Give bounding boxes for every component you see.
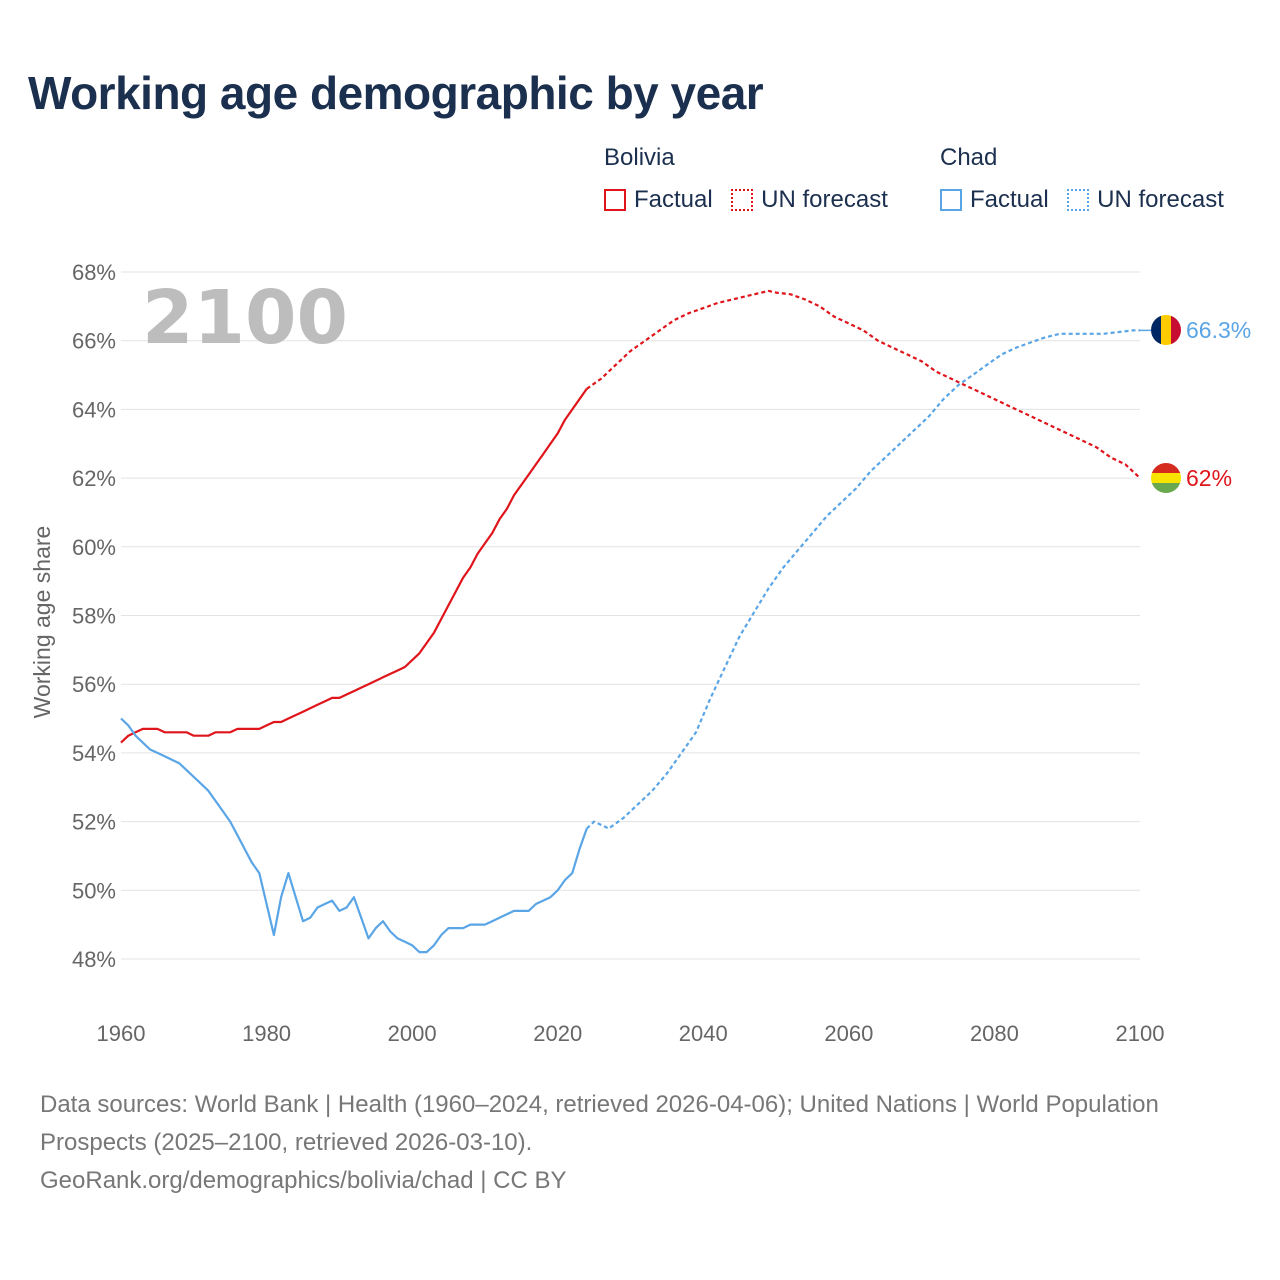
- y-tick-label: 60%: [72, 535, 116, 560]
- y-tick-label: 50%: [72, 878, 116, 903]
- y-tick-label: 62%: [72, 466, 116, 491]
- x-axis-ticks: 1960 1980 2000 2020 2040 2060 2080 2100: [97, 1021, 1165, 1046]
- legend-group-chad: Chad Factual UN forecast: [940, 144, 1238, 216]
- legend-swatch-dotted: [1067, 189, 1090, 211]
- legend-label: Factual: [634, 186, 713, 213]
- year-overlay: 2100: [142, 275, 348, 361]
- y-tick-label: 64%: [72, 397, 116, 422]
- x-tick-label: 1960: [97, 1021, 146, 1046]
- legend-group-label: Bolivia: [604, 144, 675, 171]
- line-chart: 48%50%52%54%56%58%60%62%64%66%68% 1960 19…: [29, 260, 1251, 1046]
- x-tick-label: 2020: [533, 1021, 582, 1046]
- credit-link[interactable]: GeoRank.org/demographics/bolivia/chad | …: [40, 1167, 567, 1194]
- legend-item-chad-forecast[interactable]: UN forecast: [1067, 186, 1224, 214]
- x-tick-label: 1980: [242, 1021, 291, 1046]
- y-axis-ticks: 48% 50% 52% 54% 56% 58% 60% 62% 64% 66% 68%: [72, 260, 116, 972]
- x-tick-label: 2060: [824, 1021, 873, 1046]
- legend-label: UN forecast: [1097, 186, 1224, 213]
- legend-item-chad-factual[interactable]: Factual: [940, 186, 1049, 214]
- y-tick-label: 56%: [72, 672, 116, 697]
- legend-group-bolivia: Bolivia Factual UN forecast: [604, 144, 902, 216]
- chart-title: Working age demographic by year: [28, 67, 764, 119]
- y-tick-label: 66%: [72, 329, 116, 354]
- y-tick-label: 54%: [72, 741, 116, 766]
- series-line-bolivia-factual[interactable]: [120, 388, 588, 744]
- bolivia-end-value: 62%: [1186, 465, 1232, 491]
- chad-flag-icon: [1151, 315, 1181, 345]
- legend-group-label: Chad: [940, 144, 998, 171]
- legend-label: Factual: [970, 186, 1049, 213]
- y-axis-label: Working age share: [29, 526, 55, 719]
- y-tick-label: 52%: [72, 810, 116, 835]
- y-tick-label: 48%: [72, 947, 116, 972]
- legend-swatch-dotted: [731, 189, 754, 211]
- grid-lines: [121, 271, 1140, 960]
- legend-swatch-solid: [604, 189, 626, 211]
- series-line-chad-factual[interactable]: [120, 717, 588, 954]
- x-tick-label: 2080: [970, 1021, 1019, 1046]
- series-line-chad-forecast[interactable]: [586, 329, 1140, 830]
- series-line-bolivia-forecast[interactable]: [586, 289, 1141, 479]
- y-tick-label: 58%: [72, 604, 116, 629]
- legend-item-bolivia-forecast[interactable]: UN forecast: [731, 186, 888, 214]
- x-tick-label: 2040: [679, 1021, 728, 1046]
- bolivia-flag-icon: [1151, 463, 1181, 493]
- y-tick-label: 68%: [72, 260, 116, 285]
- legend-item-bolivia-factual[interactable]: Factual: [604, 186, 713, 214]
- chad-end-value: 66.3%: [1186, 317, 1251, 343]
- x-tick-label: 2000: [388, 1021, 437, 1046]
- end-labels: 66.3% 62%: [1140, 315, 1251, 493]
- footer: Data sources: World Bank | Health (1960–…: [40, 1086, 1240, 1200]
- legend-label: UN forecast: [761, 186, 888, 213]
- data-sources-text: Data sources: World Bank | Health (1960–…: [40, 1091, 1159, 1156]
- series-lines: [120, 289, 1141, 954]
- legend-swatch-solid: [940, 189, 962, 211]
- x-tick-label: 2100: [1116, 1021, 1165, 1046]
